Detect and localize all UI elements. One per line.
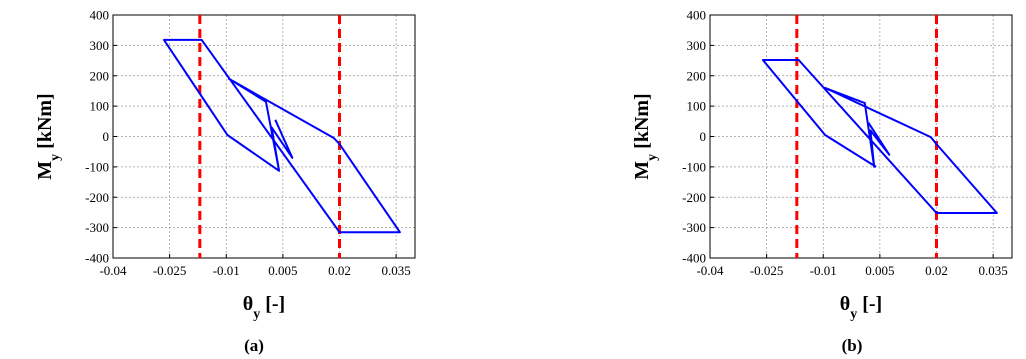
plot-area [113, 15, 415, 258]
y-tick-label: 0 [700, 129, 707, 144]
x-tick-label: 0.005 [268, 263, 297, 278]
x-axis-label: θy [-] [243, 293, 285, 322]
y-tick-label: 400 [90, 8, 110, 23]
panel-caption: (b) [842, 336, 863, 355]
y-tick-label: 100 [90, 99, 110, 114]
hysteresis-curve [761, 59, 998, 214]
x-tick-label: -0.01 [810, 263, 837, 278]
y-tick-label: 300 [687, 38, 707, 53]
y-tick-label: -200 [85, 190, 109, 205]
y-tick-label: -200 [682, 190, 706, 205]
y-tick-label: -100 [682, 159, 706, 174]
y-tick-label: 200 [687, 68, 707, 83]
x-tick-label: -0.01 [213, 263, 240, 278]
y-tick-label: 400 [687, 8, 707, 23]
y-tick-label: -300 [85, 220, 109, 235]
x-axis-label: θy [-] [840, 293, 882, 322]
x-tick-label: 0.02 [925, 263, 948, 278]
y-tick-label: 200 [90, 68, 110, 83]
y-tick-label: 100 [687, 99, 707, 114]
x-tick-label: 0.035 [382, 263, 411, 278]
x-tick-label: 0.035 [979, 263, 1008, 278]
y-tick-label: -100 [85, 159, 109, 174]
y-axis-label: My [kNm] [34, 93, 63, 179]
x-tick-label: 0.005 [865, 263, 894, 278]
x-tick-label: -0.04 [99, 263, 127, 278]
hysteresis-curve [163, 38, 401, 234]
y-axis-label: My [kNm] [631, 93, 660, 179]
y-tick-label: 300 [90, 38, 110, 53]
x-tick-label: -0.025 [153, 263, 187, 278]
y-tick-label: -400 [682, 251, 706, 266]
x-tick-label: 0.02 [328, 263, 351, 278]
x-tick-label: -0.025 [750, 263, 784, 278]
y-tick-label: -400 [85, 251, 109, 266]
y-tick-label: -300 [682, 220, 706, 235]
chart-panel-2: -0.04 -0.025 -0.01 0.005 0.02 0.035 400 300 200 1… [631, 8, 1013, 355]
panel-caption: (a) [244, 336, 264, 355]
x-tick-label: -0.04 [696, 263, 724, 278]
plot-area [710, 15, 1012, 258]
chart-panel-1: -0.04 -0.025 -0.01 0.005 0.02 0.035 400 300 200 1… [34, 8, 416, 355]
y-tick-label: 0 [103, 129, 110, 144]
